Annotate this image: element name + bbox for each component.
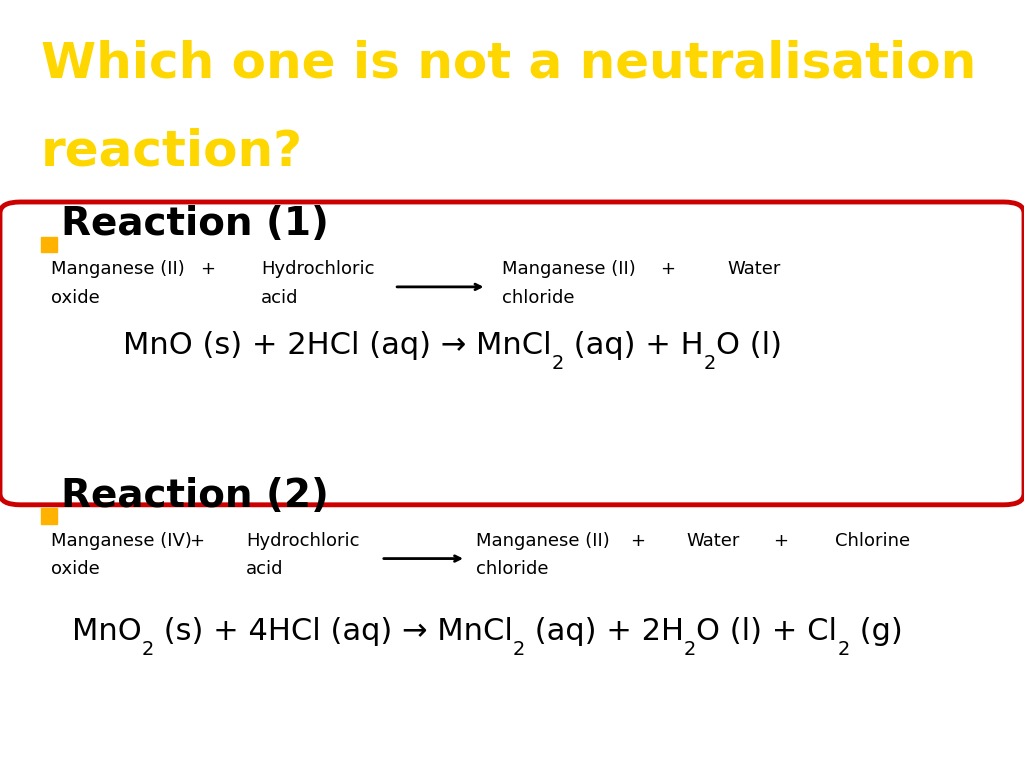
Text: (s) + 4HCl (aq) → MnCl: (s) + 4HCl (aq) → MnCl (154, 617, 513, 647)
Text: 2: 2 (838, 640, 850, 659)
Text: Manganese (II): Manganese (II) (502, 260, 636, 278)
Text: MnO: MnO (72, 617, 141, 647)
Text: 2: 2 (141, 640, 154, 659)
Bar (41, 237, 56, 253)
Text: Manganese (II): Manganese (II) (476, 532, 610, 550)
Text: Which one is not a neutralisation: Which one is not a neutralisation (41, 39, 976, 88)
Text: Water: Water (686, 532, 739, 550)
Text: chloride: chloride (502, 289, 574, 306)
Text: Water: Water (727, 260, 780, 278)
Text: (g): (g) (850, 617, 902, 647)
Text: Reaction (2): Reaction (2) (61, 476, 329, 515)
Text: 2: 2 (684, 640, 696, 659)
Text: +: + (630, 532, 645, 550)
Text: oxide: oxide (51, 289, 100, 306)
Text: acid: acid (261, 289, 299, 306)
Text: (aq) + 2H: (aq) + 2H (525, 617, 684, 647)
Text: MnO (s) + 2HCl (aq) → MnCl: MnO (s) + 2HCl (aq) → MnCl (123, 332, 552, 360)
Text: (aq) + H: (aq) + H (564, 332, 703, 360)
Text: +: + (189, 532, 205, 550)
Text: 2: 2 (513, 640, 525, 659)
Text: Hydrochloric: Hydrochloric (246, 532, 359, 550)
FancyBboxPatch shape (0, 202, 1024, 505)
Bar (41, 508, 56, 524)
Text: Reaction (1): Reaction (1) (61, 205, 329, 243)
Text: 2: 2 (552, 354, 564, 373)
Text: acid: acid (246, 561, 284, 578)
Text: +: + (773, 532, 788, 550)
Text: chloride: chloride (476, 561, 549, 578)
Text: Manganese (II): Manganese (II) (51, 260, 185, 278)
Text: Hydrochloric: Hydrochloric (261, 260, 375, 278)
Text: 2: 2 (703, 354, 716, 373)
Text: Manganese (IV): Manganese (IV) (51, 532, 193, 550)
Text: O (l) + Cl: O (l) + Cl (696, 617, 838, 647)
Text: Chlorine: Chlorine (835, 532, 909, 550)
Text: +: + (200, 260, 215, 278)
Text: oxide: oxide (51, 561, 100, 578)
Text: O (l): O (l) (716, 332, 782, 360)
Text: +: + (660, 260, 676, 278)
Text: reaction?: reaction? (41, 127, 303, 175)
